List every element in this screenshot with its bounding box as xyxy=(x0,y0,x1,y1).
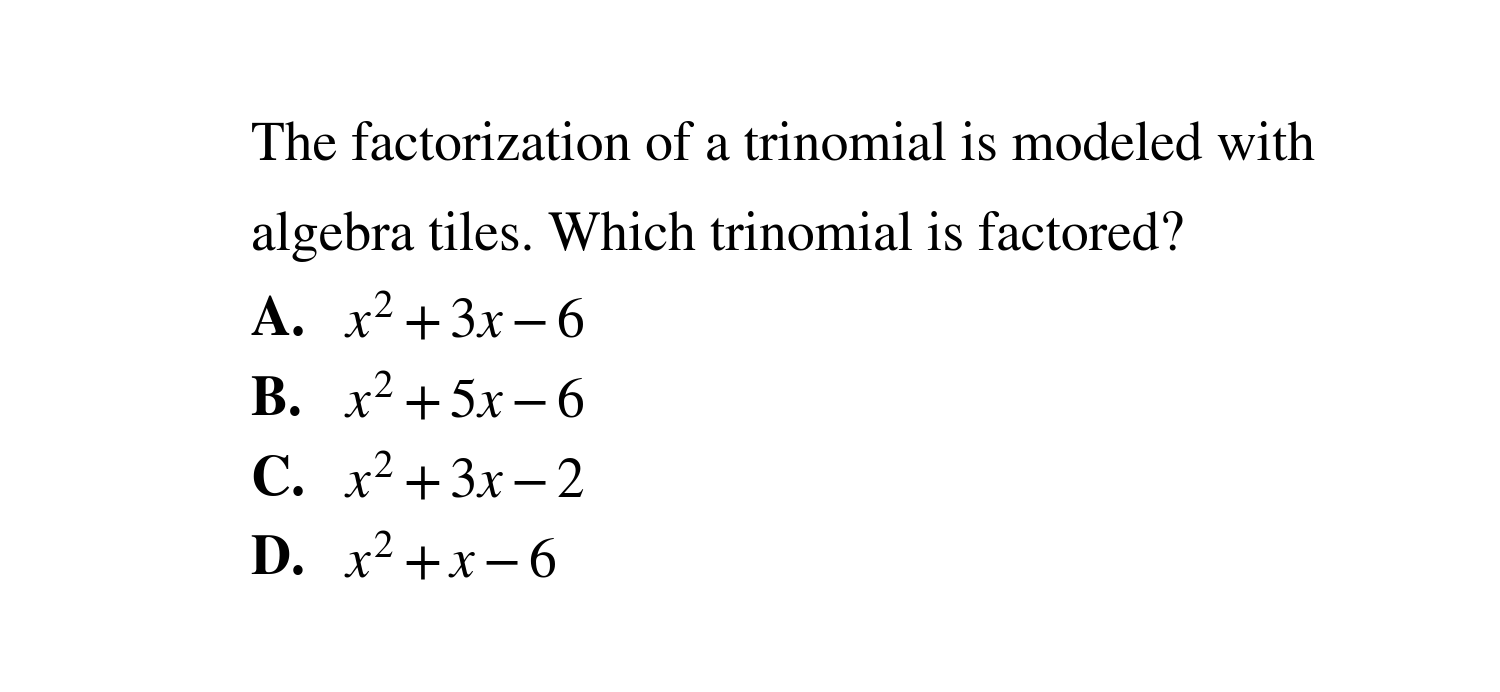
Text: D.: D. xyxy=(252,536,320,586)
Text: $x^2+3x-2$: $x^2+3x-2$ xyxy=(345,456,585,509)
Text: C.: C. xyxy=(252,456,320,507)
Text: A.: A. xyxy=(252,296,320,347)
Text: $x^2+3x-6$: $x^2+3x-6$ xyxy=(345,296,585,349)
Text: algebra tiles. Which trinomial is factored?: algebra tiles. Which trinomial is factor… xyxy=(252,211,1185,262)
Text: $x^2+5x-6$: $x^2+5x-6$ xyxy=(345,376,585,430)
Text: $x^2+x-6$: $x^2+x-6$ xyxy=(345,536,556,590)
Text: B.: B. xyxy=(252,376,316,426)
Text: The factorization of a trinomial is modeled with: The factorization of a trinomial is mode… xyxy=(252,120,1316,171)
